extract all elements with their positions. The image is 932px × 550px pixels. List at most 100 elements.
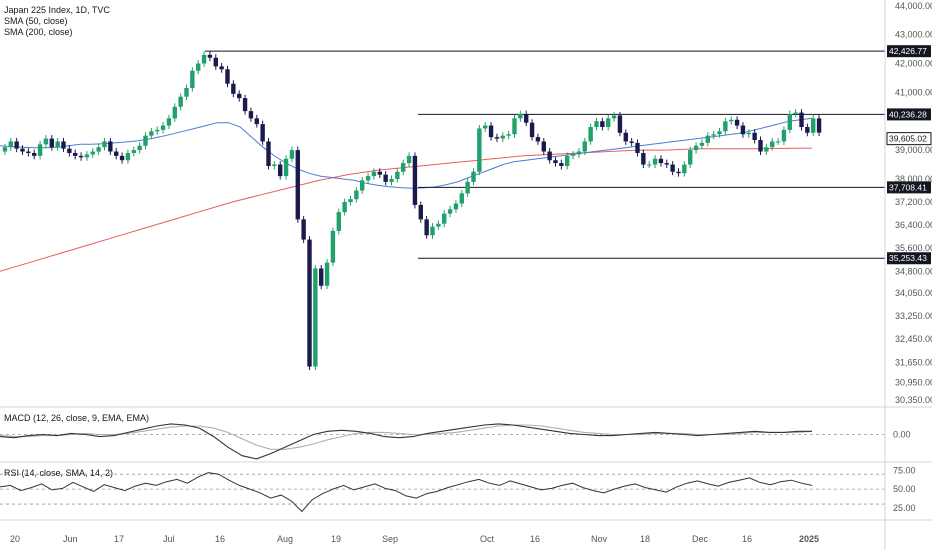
- candle-body: [465, 181, 470, 194]
- candle-body: [529, 122, 535, 138]
- candle-body: [401, 163, 406, 172]
- candle-body: [746, 132, 751, 135]
- price-tick-label: 43,000.00: [895, 30, 932, 40]
- candle-body: [459, 193, 464, 204]
- time-tick-label: 18: [640, 534, 650, 544]
- candle-body: [383, 174, 388, 182]
- candle-body: [688, 150, 693, 165]
- time-tick-label: 20: [10, 534, 20, 544]
- candle-body: [617, 115, 623, 133]
- candle-body: [565, 155, 570, 166]
- sma200-legend: SMA (200, close): [4, 27, 73, 37]
- price-tick-label: 34,050.00: [895, 288, 932, 298]
- candle-body: [629, 141, 634, 143]
- price-tick-label: 41,000.00: [895, 87, 932, 97]
- candle-body: [184, 88, 189, 97]
- candle-body: [582, 141, 587, 152]
- candle-body: [494, 137, 500, 139]
- candle-body: [213, 57, 218, 67]
- level-price-label: 42,426.77: [889, 46, 927, 56]
- level-price-tag: [887, 181, 931, 194]
- rsi-tick-label: 25.00: [893, 503, 916, 513]
- candle-body: [424, 219, 429, 236]
- candle-body: [166, 118, 172, 126]
- candle-body: [717, 131, 722, 135]
- time-tick-label: Sep: [382, 534, 398, 544]
- level-price-label: 35,253.43: [889, 253, 927, 263]
- candle-body: [313, 268, 318, 367]
- candle-body: [26, 151, 31, 153]
- candle-body: [647, 164, 652, 166]
- sma50-legend: SMA (50, close): [4, 16, 68, 26]
- candle-body: [752, 132, 757, 140]
- candle-body: [734, 119, 740, 126]
- candle-body: [442, 213, 447, 224]
- candle-body: [248, 111, 254, 119]
- candle-body: [570, 154, 576, 156]
- price-tick-label: 31,650.00: [895, 357, 932, 367]
- candle-body: [219, 66, 224, 70]
- candle-body: [781, 129, 787, 142]
- candle-body: [723, 121, 728, 132]
- candle-body: [477, 128, 482, 172]
- time-tick-label: 17: [114, 534, 124, 544]
- rsi-line: [0, 472, 813, 513]
- candle-body: [594, 121, 599, 128]
- candle-body: [758, 139, 763, 152]
- candle-body: [600, 121, 605, 128]
- candle-body: [740, 125, 746, 135]
- candle-body: [143, 135, 148, 146]
- rsi-tick-label: 50.00: [893, 484, 916, 494]
- candle-body: [430, 226, 435, 236]
- candle-body: [301, 219, 306, 240]
- sma200-line: [0, 147, 813, 272]
- candle-body: [770, 141, 775, 148]
- level-price-tag: [887, 108, 931, 121]
- candle-body: [811, 118, 816, 133]
- candle-body: [20, 148, 25, 152]
- rsi-tick-label: 75.00: [893, 465, 916, 475]
- price-tick-label: 30,350.00: [895, 395, 932, 405]
- candle-body: [114, 151, 119, 156]
- candle-body: [84, 154, 90, 158]
- candle-body: [73, 152, 78, 156]
- candle-body: [793, 112, 798, 115]
- candle-body: [125, 152, 131, 161]
- candle-body: [102, 141, 107, 148]
- candle-body: [377, 171, 382, 175]
- candle-body: [641, 152, 646, 165]
- candle-body: [149, 131, 154, 136]
- time-tick-label: Dec: [692, 534, 709, 544]
- time-tick-label: 16: [530, 534, 540, 544]
- candle-body: [365, 176, 371, 181]
- candle-body: [699, 142, 705, 146]
- candle-body: [412, 155, 418, 205]
- candle-body: [512, 118, 517, 135]
- level-price-tag: [886, 132, 932, 146]
- candle-body: [201, 54, 207, 64]
- candle-body: [588, 127, 593, 142]
- price-tick-label: 39,000.00: [895, 145, 932, 155]
- candle-body: [119, 155, 125, 161]
- candle-body: [611, 115, 617, 119]
- candle-body: [576, 151, 582, 155]
- candle-body: [676, 171, 681, 174]
- candle-body: [506, 134, 511, 136]
- candle-body: [231, 83, 236, 94]
- candle-body: [61, 141, 66, 149]
- rsi-legend: RSI (14, close, SMA, 14, 2): [4, 468, 114, 478]
- candle-body: [196, 63, 201, 71]
- time-tick-label: 16: [215, 534, 225, 544]
- candle-body: [190, 70, 195, 89]
- candle-body: [693, 145, 699, 151]
- time-tick-label: 2025: [799, 534, 819, 544]
- candle-body: [295, 150, 300, 220]
- candle-body: [37, 144, 43, 156]
- candle-body: [266, 141, 271, 166]
- candle-body: [155, 129, 160, 132]
- price-tick-label: 34,800.00: [895, 266, 932, 276]
- candle-body: [260, 124, 265, 142]
- candle-body: [606, 118, 611, 128]
- candle-body: [787, 114, 792, 130]
- candle-body: [67, 148, 72, 153]
